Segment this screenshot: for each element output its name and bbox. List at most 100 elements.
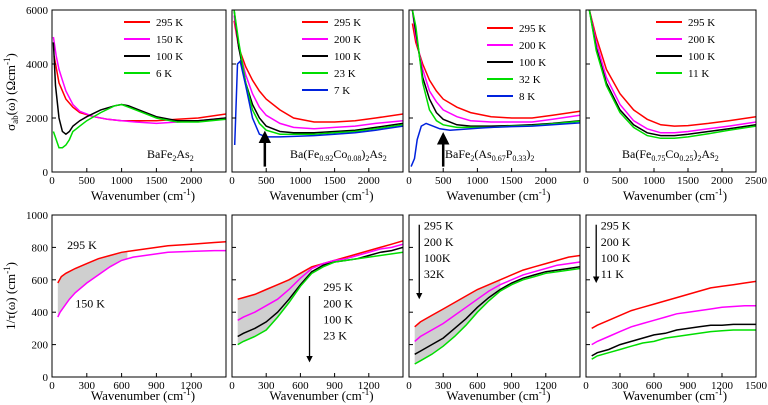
sample-text: As [701, 147, 715, 161]
x-title-part: -1 [183, 187, 191, 197]
y-title-part: (ω) (Ω [3, 81, 18, 115]
temperature-label: 200 K [601, 235, 631, 249]
sample-subscript: 0.67 [492, 154, 506, 163]
x-title-part: Wavenumber (cm [269, 388, 361, 403]
plot-frame [231, 214, 404, 378]
top-y-axis-title: σab(ω) (Ωcm-1) [2, 53, 20, 131]
plot-frame [408, 9, 581, 173]
y-title-part: σ [3, 124, 18, 131]
panel-top-4: 0 500 1000 1500 2000 2500 295 K 200 K 100 K 11 K B… [583, 9, 768, 187]
y-title-part: -1 [2, 266, 12, 274]
x-axis-title: Wavenumber (cm-1) [91, 187, 195, 203]
sample-subscript: 2 [715, 154, 719, 163]
x-axis-title: Wavenumber (cm-1) [446, 387, 550, 403]
x-title-part: ) [369, 388, 373, 403]
series-line-295k [411, 23, 580, 119]
series-line-295k [237, 240, 403, 300]
sample-label: BaFe2(As0.67P0.33)2 [445, 147, 534, 163]
x-tick-label: 600 [113, 380, 130, 392]
sample-label: Ba(Fe0.92Co0.08)2As2 [290, 147, 387, 163]
x-tick-label: 1500 [677, 175, 700, 187]
x-title-part: Wavenumber (cm [446, 188, 538, 203]
legend-label: 7 K [334, 85, 350, 97]
y-tick-label: 200 [32, 340, 49, 352]
x-tick-label: 1200 [180, 380, 203, 392]
x-tick-label: 0 [49, 175, 55, 187]
x-title-part: -1 [715, 187, 723, 197]
x-tick-label: 500 [79, 175, 96, 187]
temperature-label: 295 K [323, 280, 353, 294]
y-tick-label: 800 [32, 242, 49, 254]
temperature-label: 200 K [323, 296, 353, 310]
x-tick-label: 900 [148, 380, 165, 392]
shaded-region [57, 251, 128, 318]
sample-text: ) [361, 147, 365, 161]
x-title-part: -1 [715, 387, 723, 397]
legend-label: 295 K [156, 17, 183, 29]
sample-subscript: 2 [383, 154, 387, 163]
sample-subscript: 0.92 [319, 154, 333, 163]
sample-text: As [176, 147, 190, 161]
legend-label: 6 K [156, 68, 172, 80]
x-tick-label: 900 [326, 380, 343, 392]
x-tick-label: 2000 [358, 175, 381, 187]
series-line-100k [237, 246, 403, 338]
sample-text: BaFe [147, 147, 172, 161]
x-tick-label: 300 [435, 380, 452, 392]
x-tick-label: 0 [583, 380, 589, 392]
x-tick-label: 900 [503, 380, 520, 392]
x-tick-label: 300 [258, 380, 275, 392]
sample-subscript: 2 [365, 154, 369, 163]
temperature-label: 295 K [424, 219, 454, 233]
series-line-100k [52, 42, 226, 136]
series-line-295k [233, 20, 403, 123]
sample-text: Ba(Fe [290, 147, 319, 161]
legend-label: 100 K [519, 57, 546, 69]
x-title-part: ) [191, 188, 195, 203]
x-tick-label: 600 [292, 380, 309, 392]
y-tick-label: 600 [32, 275, 49, 287]
series-line-100k [233, 10, 403, 134]
legend-label: 100 K [156, 51, 183, 63]
series-line-295k [57, 240, 226, 284]
plot-frame [51, 9, 227, 173]
x-tick-label: 300 [612, 380, 629, 392]
sample-text: Co [333, 147, 347, 161]
y-tick-label: 4000 [26, 59, 49, 71]
temperature-label: 32K [424, 267, 445, 281]
legend-label: 295 K [688, 17, 715, 29]
plot-frame [51, 214, 227, 378]
x-axis-title: Wavenumber (cm-1) [623, 387, 727, 403]
x-tick-label: 500 [435, 175, 452, 187]
x-tick-label: 0 [406, 175, 412, 187]
series-line-8k [410, 122, 580, 167]
sample-subscript: 2 [530, 154, 534, 163]
plot-frame [408, 214, 581, 378]
x-tick-label: 500 [258, 175, 275, 187]
legend-label: 100 K [334, 51, 361, 63]
x-title-part: Wavenumber (cm [269, 188, 361, 203]
y-tick-label: 400 [32, 307, 49, 319]
x-tick-label: 1200 [535, 380, 558, 392]
series-line-200k [588, 10, 756, 134]
x-title-part: ) [546, 188, 550, 203]
legend-label: 200 K [519, 40, 546, 52]
temperature-label: 23 K [323, 329, 347, 343]
x-title-part: -1 [183, 387, 191, 397]
sample-subscript: 2 [190, 154, 194, 163]
sample-text: BaFe [445, 147, 470, 161]
x-tick-label: 2000 [535, 175, 558, 187]
sample-subscript: 0.25 [679, 154, 693, 163]
temperature-label: 295 K [601, 219, 631, 233]
sample-subscript: 0.33 [512, 154, 526, 163]
temperature-label: 150 K [75, 296, 105, 310]
temperature-label: 295 K [67, 238, 97, 252]
legend-label: 100 K [688, 51, 715, 63]
x-title-part: -1 [362, 187, 370, 197]
sample-text: Ba(Fe [622, 147, 651, 161]
x-tick-label: 0 [406, 380, 412, 392]
plot-frame [585, 214, 757, 378]
legend-label: 23 K [334, 68, 356, 80]
x-title-part: ) [369, 188, 373, 203]
panel-bottom-1: 0 300 600 900 1200 0 200 400 600 800 1000 295 K 150 … [26, 210, 227, 392]
